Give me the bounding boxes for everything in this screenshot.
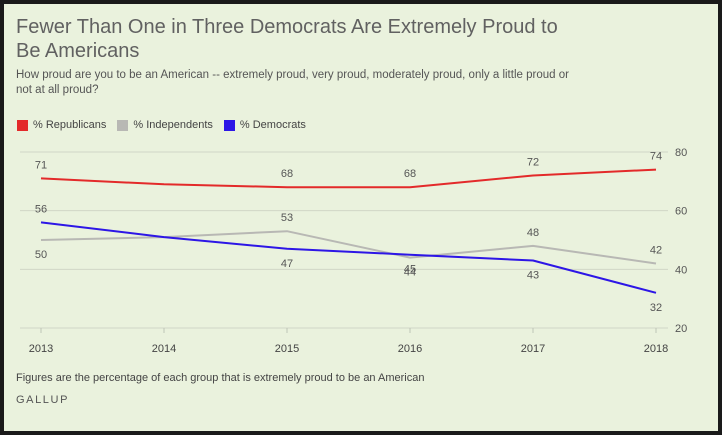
data-label-republicans-2016: 68 (404, 168, 416, 180)
chart-legend: % Republicans % Independents % Democrats (17, 119, 317, 131)
data-label-independents-2017: 48 (527, 227, 539, 239)
series-line-republicans (40, 168, 657, 189)
y-tick-label-20: 20 (675, 323, 687, 335)
legend-swatch-democrats (223, 119, 235, 131)
data-label-republicans-2013: 71 (35, 159, 47, 171)
data-label-independents-2013: 50 (35, 249, 47, 261)
data-label-republicans-2017: 72 (527, 156, 539, 168)
data-label-democrats-2015: 47 (281, 258, 293, 270)
legend-swatch-republicans (17, 119, 28, 131)
data-label-independents-2015: 53 (281, 212, 293, 224)
gallup-logo-text: GALLUP (16, 394, 70, 406)
x-tick-label-2013: 2013 (29, 343, 53, 355)
data-label-republicans-2018: 74 (650, 151, 662, 163)
legend-item-republicans: % Republicans (17, 119, 106, 131)
series-line-independents (40, 230, 657, 265)
data-label-democrats-2018: 32 (650, 302, 662, 314)
y-tick-label-60: 60 (675, 206, 687, 218)
legend-swatch-independents (117, 119, 129, 131)
data-label-democrats-2016: 45 (404, 264, 416, 276)
legend-item-democrats: % Democrats (223, 119, 306, 131)
series-line-democrats (40, 221, 657, 294)
legend-item-independents: % Independents (117, 119, 213, 131)
x-tick-label-2017: 2017 (521, 343, 545, 355)
data-label-independents-2016: 44 (404, 267, 416, 279)
data-label-independents-2018: 42 (650, 244, 662, 256)
chart-title: Fewer Than One in Three Democrats Are Ex… (16, 16, 558, 62)
data-label-republicans-2015: 68 (281, 168, 293, 180)
y-tick-label-80: 80 (675, 147, 687, 159)
data-label-democrats-2013: 56 (35, 203, 47, 215)
chart-frame (4, 4, 718, 431)
x-tick-label-2015: 2015 (275, 343, 299, 355)
legend-label-independents: % Independents (133, 119, 213, 131)
chart-subtitle: How proud are you to be an American -- e… (16, 69, 569, 96)
chart-footnote: Figures are the percentage of each group… (16, 372, 425, 384)
x-tick-label-2016: 2016 (398, 343, 422, 355)
legend-label-democrats: % Democrats (239, 119, 306, 131)
data-label-democrats-2017: 43 (527, 270, 539, 282)
legend-label-republicans: % Republicans (33, 119, 107, 131)
y-tick-label-40: 40 (675, 264, 687, 276)
x-tick-label-2018: 2018 (644, 343, 668, 355)
x-tick-label-2014: 2014 (152, 343, 176, 355)
